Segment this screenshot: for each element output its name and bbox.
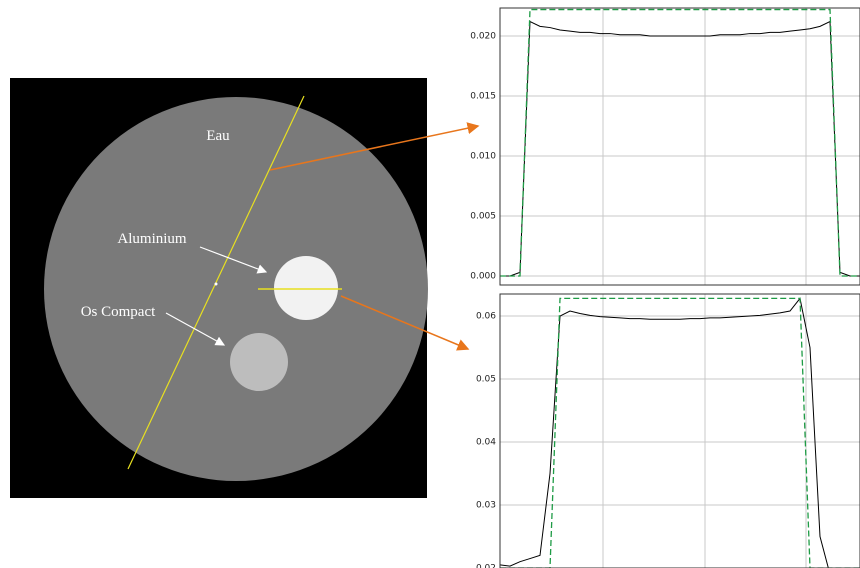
plot <box>500 8 860 277</box>
label: Eau <box>206 128 230 144</box>
y-tick-label: 0.02 <box>476 564 496 568</box>
y-tick-label: 0.000 <box>470 271 496 281</box>
label: Os Compact <box>81 304 156 320</box>
y-tick-label: 0.05 <box>476 375 496 385</box>
plot <box>500 297 860 568</box>
arrow <box>340 295 470 351</box>
series-line <box>500 20 860 277</box>
plot-frame <box>499 7 860 286</box>
series-line <box>500 8 860 277</box>
y-tick-label: 0.020 <box>470 31 496 41</box>
y-tick-label: 0.04 <box>476 438 496 448</box>
ct-image: Eau Aluminium Os Compact <box>10 78 428 498</box>
series-line <box>500 297 860 568</box>
y-tick-label: 0.03 <box>476 501 496 511</box>
y-tick-label: 0.010 <box>470 151 496 161</box>
y-tick-label: 0.005 <box>470 211 496 221</box>
arrow <box>269 122 480 171</box>
y-tick-label: 0.015 <box>470 91 496 101</box>
chart-frames <box>602 8 807 568</box>
label: Aluminium <box>117 231 187 247</box>
y-tick-label: 0.06 <box>476 312 496 322</box>
plot-frame <box>499 293 860 568</box>
